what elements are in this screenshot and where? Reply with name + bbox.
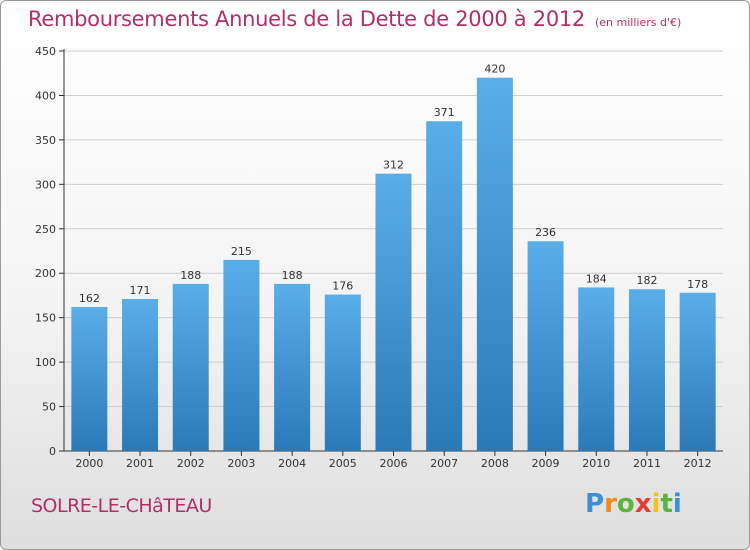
chart-title: Remboursements Annuels de la Dette de 20… [28,7,681,31]
bar-value-label: 178 [687,278,708,291]
bar [172,283,209,451]
bar [122,299,159,451]
x-tick-label: 2003 [227,457,255,470]
logo-letter: r [604,489,617,519]
bar [628,289,665,451]
bar [274,283,311,451]
bar-value-label: 162 [79,292,100,305]
x-tick-label: 2001 [126,457,154,470]
bar [476,77,513,452]
y-tick-label: 450 [35,45,56,58]
x-tick-label: 2005 [329,457,357,470]
bar-value-label: 312 [383,159,404,172]
bar [679,292,716,451]
y-tick-label: 0 [49,445,56,458]
logo-letter: P [585,489,605,519]
y-tick-label: 250 [35,223,56,236]
x-tick-label: 2004 [278,457,306,470]
x-tick-label: 2008 [481,457,509,470]
logo-letter: t [660,489,673,519]
bar-value-label: 188 [180,269,201,282]
bar [324,294,361,451]
x-tick-label: 2000 [75,457,103,470]
bar-value-label: 188 [282,269,303,282]
y-tick-label: 350 [35,134,56,147]
labels: 0 50 100 150 200 250 300 350 400 450 162 2000 171 200… [35,45,712,470]
logo-letter: x [634,489,652,519]
x-tick-label: 2007 [430,457,458,470]
x-tick-label: 2010 [582,457,610,470]
x-tick-label: 2002 [177,457,205,470]
logo-letter: i [672,489,682,519]
x-tick-label: 2011 [633,457,661,470]
logo-letter: o [616,489,635,519]
bars [71,77,716,452]
bar-value-label: 236 [535,226,556,239]
bar [223,259,260,451]
town-name: SOLRE-LE-CHâTEAU [31,495,212,517]
y-tick-label: 100 [35,356,56,369]
bar [426,121,463,451]
y-tick-label: 200 [35,267,56,280]
y-tick-label: 400 [35,89,56,102]
bar [578,287,615,451]
proxiti-logo: Proxiti [585,489,695,525]
logo-letter: i [651,489,661,519]
y-tick-label: 150 [35,312,56,325]
y-tick-label: 50 [42,401,56,414]
bar-value-label: 182 [636,274,657,287]
bar-value-label: 171 [130,284,151,297]
chart-title-text: Remboursements Annuels de la Dette de 20… [28,7,585,31]
chart-subtitle: (en milliers d'€) [595,16,682,29]
bar-value-label: 184 [586,272,607,285]
x-tick-label: 2009 [532,457,560,470]
bar-value-label: 176 [332,280,353,293]
bar-value-label: 371 [434,106,455,119]
bar-value-label: 215 [231,245,252,258]
bar [71,307,108,451]
bar [527,241,564,451]
x-tick-label: 2012 [684,457,712,470]
bar-value-label: 420 [484,63,505,76]
y-tick-label: 300 [35,178,56,191]
bar [375,173,412,451]
x-tick-label: 2006 [380,457,408,470]
